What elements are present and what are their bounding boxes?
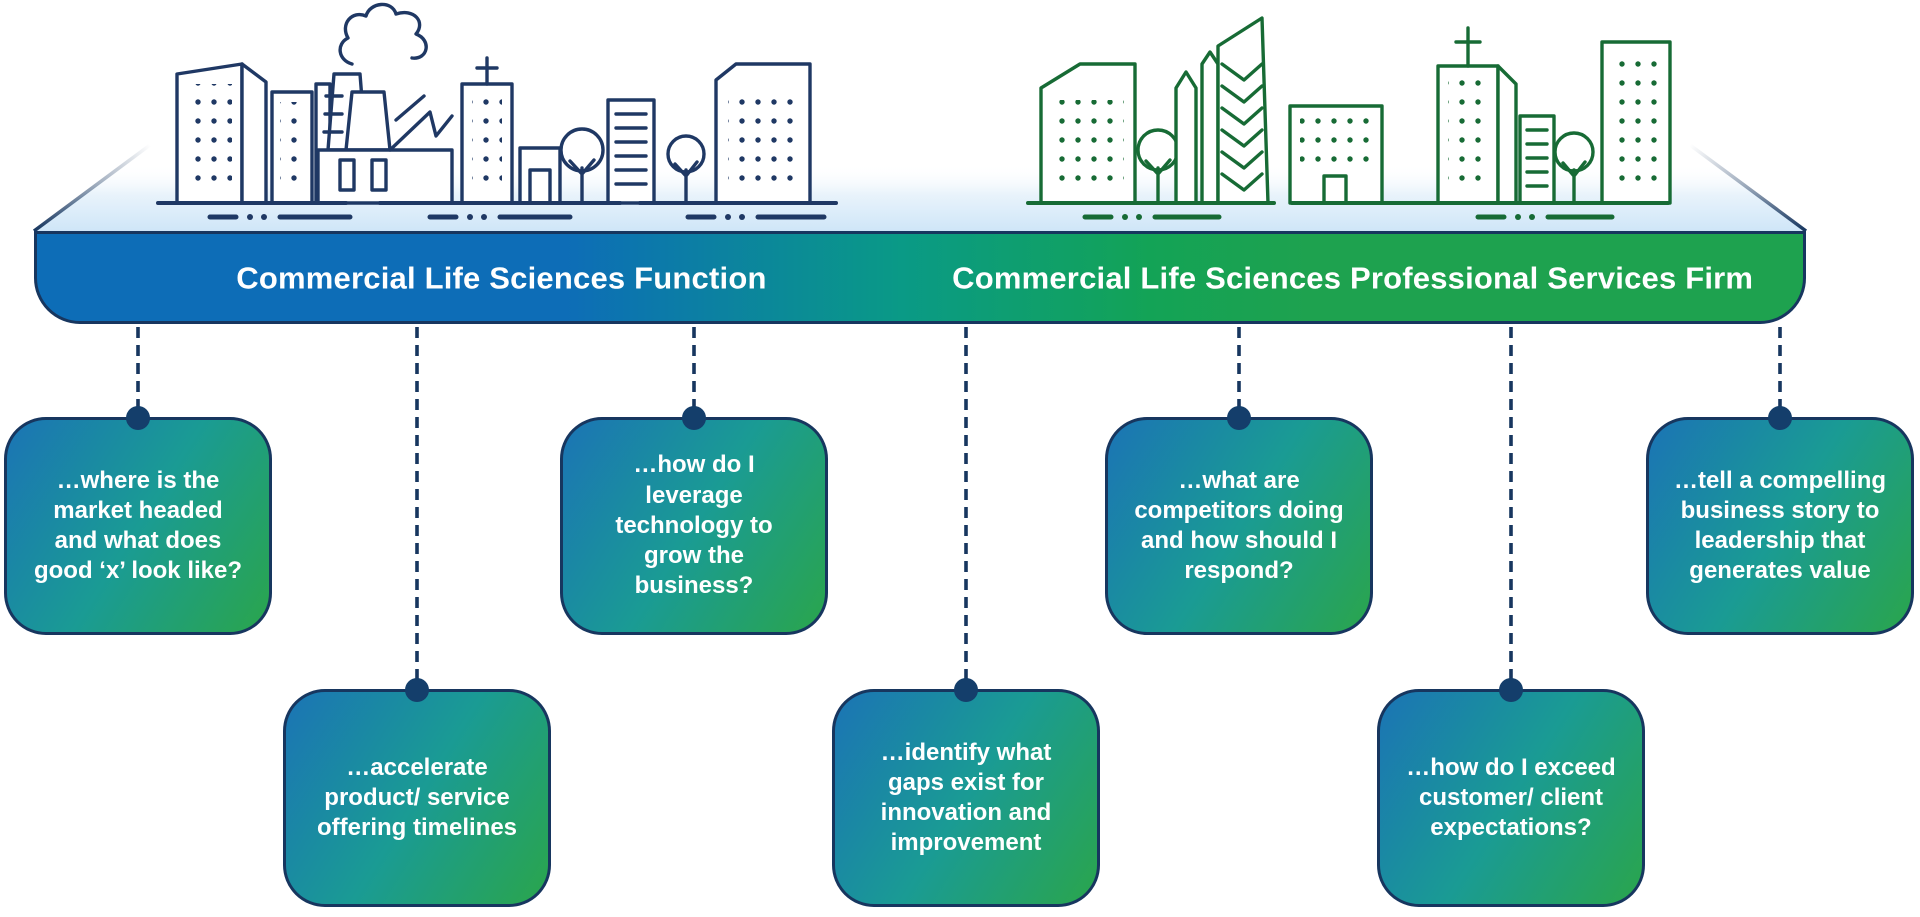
callout-text: …accelerate product/ service offering ti… [316, 753, 518, 842]
city-skyline-left-icon [156, 2, 838, 220]
tree-icon [1553, 131, 1595, 205]
callout-text: …what are competitors doing and how shou… [1134, 466, 1344, 585]
callout-text: …how do I leverage technology to grow th… [615, 451, 773, 600]
banner-right-title: Commercial Life Sciences Professional Se… [952, 260, 1754, 295]
callout-box-gaps: …identify what gaps exist for innovation… [832, 689, 1100, 907]
callout-text: …identify what gaps exist for innovation… [880, 738, 1052, 857]
factory-chimney-icon [326, 72, 368, 152]
callout-box-accelerate: …accelerate product/ service offering ti… [283, 689, 551, 907]
node-dot-icon [126, 406, 1792, 702]
antenna-icon [475, 56, 499, 86]
callout-text: …where is the market headed and what doe… [33, 466, 243, 585]
antenna-icon [1454, 26, 1482, 68]
banner-left-title: Commercial Life Sciences Function [236, 260, 767, 295]
callout-box-story: …tell a compelling business story to lea… [1646, 417, 1914, 635]
callout-box-technology: …how do I leverage technology to grow th… [560, 417, 828, 635]
callout-text: …tell a compelling business story to lea… [1673, 466, 1887, 585]
callout-box-market: …where is the market headed and what doe… [4, 417, 272, 635]
callout-text: …how do I exceed customer/ client expect… [1406, 753, 1616, 842]
city-skyline-right-icon [1026, 16, 1672, 220]
smoke-icon [338, 2, 428, 66]
callout-box-expectations: …how do I exceed customer/ client expect… [1377, 689, 1645, 907]
tree-icon [666, 134, 706, 205]
banner: Commercial Life Sciences Function Commer… [34, 231, 1806, 324]
tree-icon [1136, 128, 1180, 205]
callout-box-competitors: …what are competitors doing and how shou… [1105, 417, 1373, 635]
platform-top-icon [32, 143, 1808, 233]
tree-icon [559, 127, 605, 205]
